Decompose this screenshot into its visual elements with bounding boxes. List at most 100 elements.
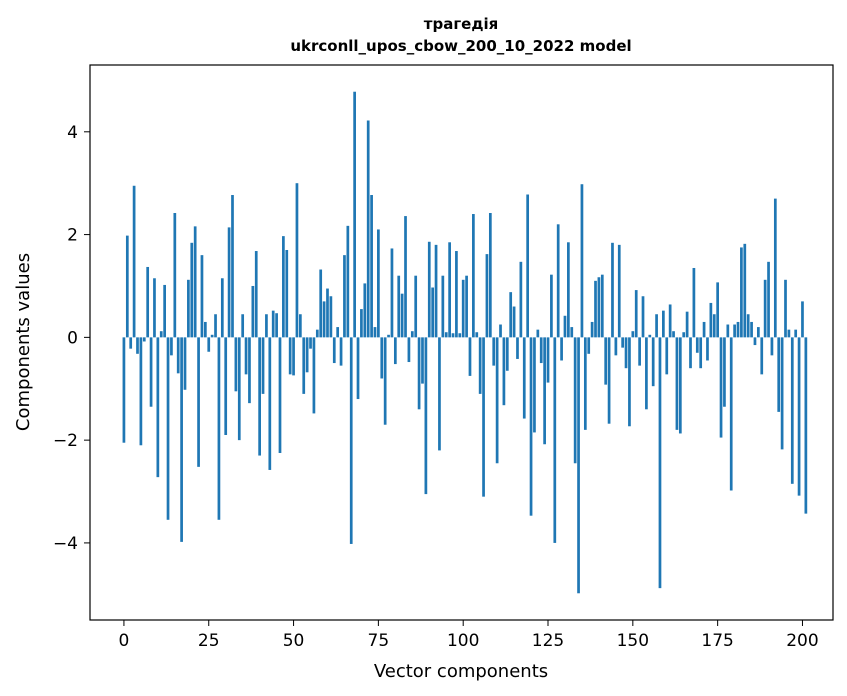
bar-200 [801, 301, 804, 338]
bar-137 [587, 337, 591, 354]
y-tick-label: 2 [67, 226, 78, 246]
x-tick-label: 25 [198, 631, 220, 651]
bar-139 [594, 280, 597, 338]
bar-84 [407, 337, 411, 363]
bar-159 [662, 310, 665, 338]
bar-86 [414, 275, 418, 338]
x-axis-label: Vector components [374, 661, 548, 682]
bar-20 [190, 242, 194, 338]
x-tick-label: 0 [119, 631, 130, 651]
bar-144 [611, 242, 614, 338]
bar-96 [448, 242, 451, 338]
bar-40 [258, 337, 261, 456]
bar-35 [241, 314, 245, 338]
bar-174 [712, 314, 716, 338]
x-tick-label: 125 [532, 631, 564, 651]
bar-152 [638, 337, 641, 366]
bar-146 [617, 244, 621, 338]
bar-48 [285, 250, 289, 338]
bar-158 [658, 337, 662, 589]
bar-160 [665, 337, 669, 375]
bar-8 [149, 337, 153, 407]
bar-143 [607, 337, 611, 424]
bar-21 [193, 226, 197, 338]
bar-165 [682, 332, 686, 338]
bar-65 [343, 255, 346, 338]
bar-163 [675, 337, 679, 430]
bar-19 [187, 279, 190, 338]
bar-131 [567, 242, 570, 338]
bar-15 [173, 213, 177, 338]
bar-126 [550, 274, 553, 338]
bar-125 [546, 337, 550, 383]
bar-109 [492, 337, 496, 366]
bar-201 [804, 337, 808, 514]
bar-12 [163, 284, 166, 338]
bar-87 [417, 337, 421, 410]
bar-168 [692, 267, 696, 338]
bar-17 [180, 337, 183, 542]
x-tick-label: 100 [447, 631, 479, 651]
chart-subtitle: ukrconll_upos_cbow_200_10_2022 model [290, 37, 631, 55]
bar-42 [265, 314, 268, 338]
bar-59 [322, 301, 326, 338]
bar-112 [502, 337, 506, 406]
bar-53 [302, 337, 306, 394]
x-tick-label: 75 [368, 631, 390, 651]
bar-191 [770, 337, 774, 356]
bar-6 [142, 337, 146, 342]
y-tick-label: −2 [53, 431, 78, 451]
bar-11 [159, 331, 163, 338]
bar-178 [726, 324, 730, 338]
bar-38 [251, 285, 255, 338]
bar-32 [231, 195, 234, 338]
bar-57 [315, 329, 319, 338]
bar-63 [336, 327, 340, 338]
bar-148 [624, 337, 628, 369]
bar-88 [421, 337, 424, 384]
bar-171 [702, 321, 706, 338]
bar-7 [146, 266, 150, 338]
bar-111 [499, 324, 502, 338]
bar-37 [248, 337, 251, 404]
bar-99 [458, 333, 462, 338]
bar-108 [488, 213, 492, 338]
x-tick-label: 150 [617, 631, 649, 651]
bar-187 [757, 327, 760, 338]
bar-28 [217, 337, 221, 520]
bar-196 [787, 329, 791, 338]
bar-129 [560, 337, 563, 361]
bar-24 [203, 321, 207, 338]
bar-45 [275, 313, 278, 338]
bar-128 [556, 224, 560, 338]
bar-162 [672, 331, 675, 338]
bar-18 [183, 337, 187, 390]
bar-147 [621, 337, 625, 348]
bar-70 [360, 309, 363, 338]
bar-140 [597, 277, 601, 338]
bars-group [122, 91, 808, 594]
bar-46 [278, 337, 282, 453]
bar-151 [634, 290, 638, 338]
bar-115 [512, 306, 516, 338]
bar-67 [349, 337, 353, 544]
bar-132 [570, 327, 574, 338]
bar-78 [387, 334, 390, 338]
bar-156 [651, 337, 655, 387]
bar-16 [176, 337, 180, 374]
bar-1 [125, 235, 129, 338]
bar-180 [733, 324, 736, 338]
bar-134 [577, 337, 580, 594]
bar-55 [309, 337, 312, 349]
bar-197 [790, 337, 794, 484]
bar-58 [319, 269, 323, 338]
bar-44 [271, 310, 275, 338]
bar-49 [288, 337, 292, 375]
bar-26 [210, 334, 214, 338]
bar-166 [685, 311, 689, 338]
bar-167 [689, 337, 692, 369]
bar-106 [482, 337, 485, 497]
bar-123 [539, 337, 543, 364]
bar-64 [339, 337, 343, 366]
